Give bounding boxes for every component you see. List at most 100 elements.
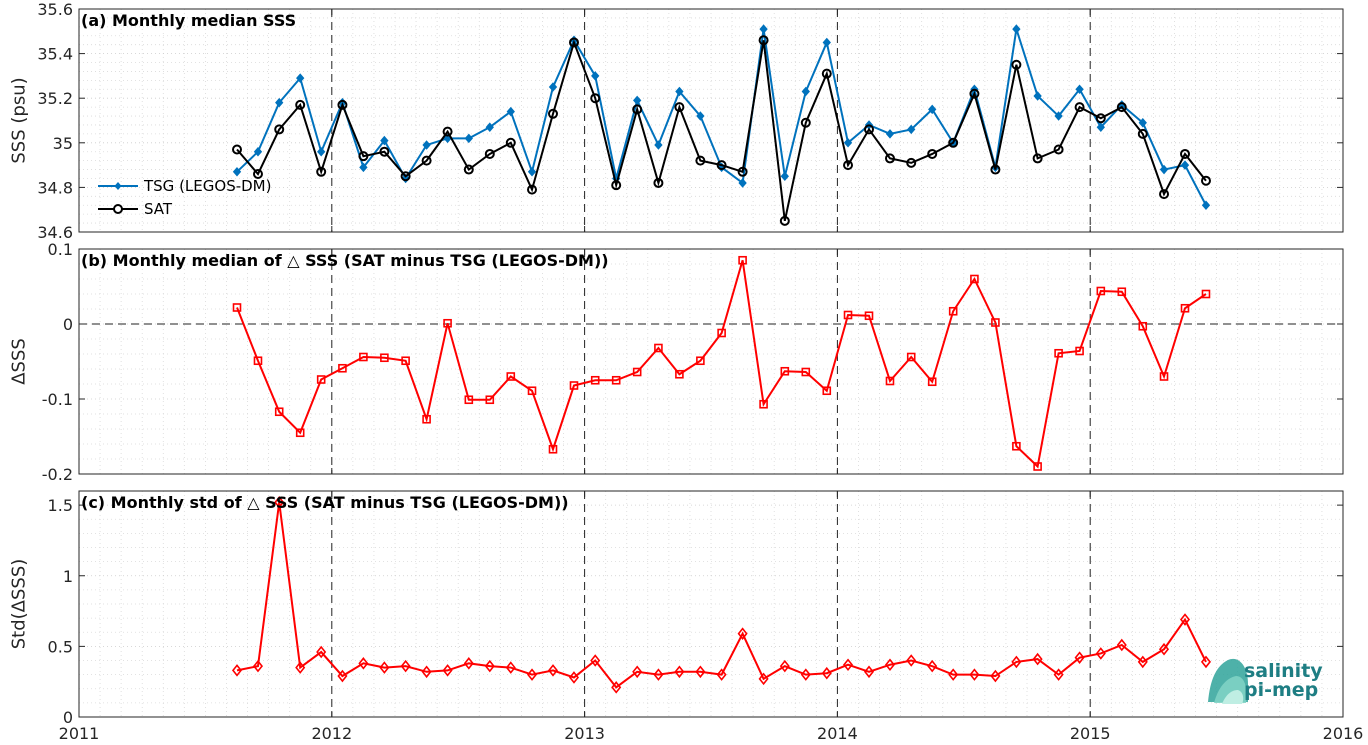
y-tick-label: 34.6 bbox=[37, 223, 73, 242]
data-point bbox=[885, 376, 895, 386]
data-point bbox=[1200, 175, 1211, 186]
data-point bbox=[1158, 642, 1170, 656]
data-point bbox=[842, 658, 854, 672]
data-point bbox=[506, 372, 516, 381]
data-point bbox=[380, 135, 389, 146]
data-point bbox=[527, 167, 537, 177]
data-point bbox=[884, 658, 896, 672]
data-point bbox=[1074, 102, 1085, 113]
data-point bbox=[906, 654, 917, 667]
data-point bbox=[696, 356, 705, 366]
data-point bbox=[275, 97, 284, 108]
data-point bbox=[463, 657, 474, 670]
data-point bbox=[1159, 372, 1169, 381]
data-point bbox=[569, 381, 579, 390]
data-point bbox=[591, 71, 600, 81]
data-point bbox=[1201, 289, 1211, 299]
panel-c: 0 0.5 1 1.5 2011 2012 2013 2014 2015 2016 Std(ΔSSS… bbox=[8, 490, 1363, 743]
data-point bbox=[463, 164, 474, 175]
data-point bbox=[779, 215, 790, 226]
data-point bbox=[485, 122, 494, 132]
data-point bbox=[1159, 164, 1169, 175]
data-point bbox=[969, 668, 980, 681]
data-point bbox=[653, 177, 664, 188]
data-point bbox=[380, 353, 389, 363]
data-point bbox=[1011, 655, 1022, 669]
x-tick-label: 2013 bbox=[564, 724, 605, 743]
series-1 bbox=[232, 255, 1211, 471]
data-point bbox=[737, 627, 748, 640]
data-point bbox=[1012, 441, 1021, 451]
data-point bbox=[990, 669, 1001, 683]
data-point bbox=[359, 352, 368, 362]
y-tick-label: 0 bbox=[63, 708, 73, 727]
x-tick-label: 2011 bbox=[59, 724, 100, 743]
y-tick-label: 0.5 bbox=[48, 637, 73, 656]
data-point bbox=[231, 664, 243, 677]
data-point bbox=[422, 414, 431, 424]
x-tick-label: 2014 bbox=[817, 724, 858, 743]
data-point bbox=[401, 356, 410, 366]
axes-box bbox=[78, 248, 1344, 475]
data-point bbox=[611, 375, 621, 385]
data-point bbox=[695, 155, 706, 166]
data-point bbox=[400, 659, 411, 673]
data-point bbox=[907, 124, 916, 135]
data-point bbox=[780, 171, 789, 182]
logo-line1: salinity bbox=[1244, 660, 1323, 682]
data-point bbox=[568, 37, 579, 48]
data-point bbox=[295, 428, 305, 438]
data-point bbox=[1200, 655, 1212, 669]
data-point bbox=[969, 88, 980, 99]
data-point bbox=[253, 146, 263, 157]
data-point bbox=[675, 86, 684, 97]
data-point bbox=[864, 124, 874, 135]
data-point bbox=[1138, 321, 1148, 331]
data-point bbox=[1053, 668, 1064, 681]
data-point bbox=[274, 407, 284, 417]
data-point bbox=[1032, 652, 1043, 666]
data-point bbox=[527, 386, 537, 396]
data-point bbox=[317, 146, 326, 157]
data-point bbox=[421, 155, 432, 166]
data-point bbox=[716, 160, 727, 171]
data-point bbox=[843, 160, 854, 171]
data-point bbox=[801, 86, 810, 97]
data-point bbox=[800, 117, 811, 128]
data-point bbox=[253, 356, 263, 366]
data-point bbox=[611, 681, 622, 694]
data-point bbox=[927, 148, 938, 159]
data-point bbox=[1033, 91, 1042, 101]
data-point bbox=[696, 111, 705, 121]
legend-label: SAT bbox=[144, 200, 173, 218]
data-point bbox=[295, 99, 306, 110]
data-point bbox=[1095, 647, 1106, 660]
y-tick-label: 35.2 bbox=[37, 89, 73, 108]
data-point bbox=[1201, 200, 1211, 210]
data-point bbox=[443, 318, 452, 328]
data-point bbox=[485, 395, 495, 405]
data-point bbox=[906, 157, 917, 168]
data-point bbox=[316, 645, 327, 659]
y-tick-label: 35 bbox=[53, 134, 73, 153]
data-point bbox=[1180, 303, 1190, 313]
data-point bbox=[316, 166, 327, 177]
data-point bbox=[843, 310, 853, 320]
data-point bbox=[948, 306, 958, 316]
data-point bbox=[548, 108, 558, 119]
data-point bbox=[1159, 189, 1170, 200]
series-1 bbox=[231, 496, 1212, 694]
data-point bbox=[759, 399, 768, 409]
data-point bbox=[1032, 153, 1043, 164]
data-point bbox=[379, 661, 390, 674]
data-point bbox=[632, 104, 643, 115]
data-point bbox=[590, 93, 601, 104]
grid bbox=[79, 249, 1343, 474]
data-point bbox=[464, 395, 474, 405]
data-point bbox=[864, 311, 874, 321]
data-point bbox=[990, 164, 1001, 175]
data-point bbox=[1180, 148, 1190, 159]
data-point bbox=[1179, 613, 1191, 626]
legend: TSG (LEGOS-DM) SAT bbox=[98, 177, 271, 218]
